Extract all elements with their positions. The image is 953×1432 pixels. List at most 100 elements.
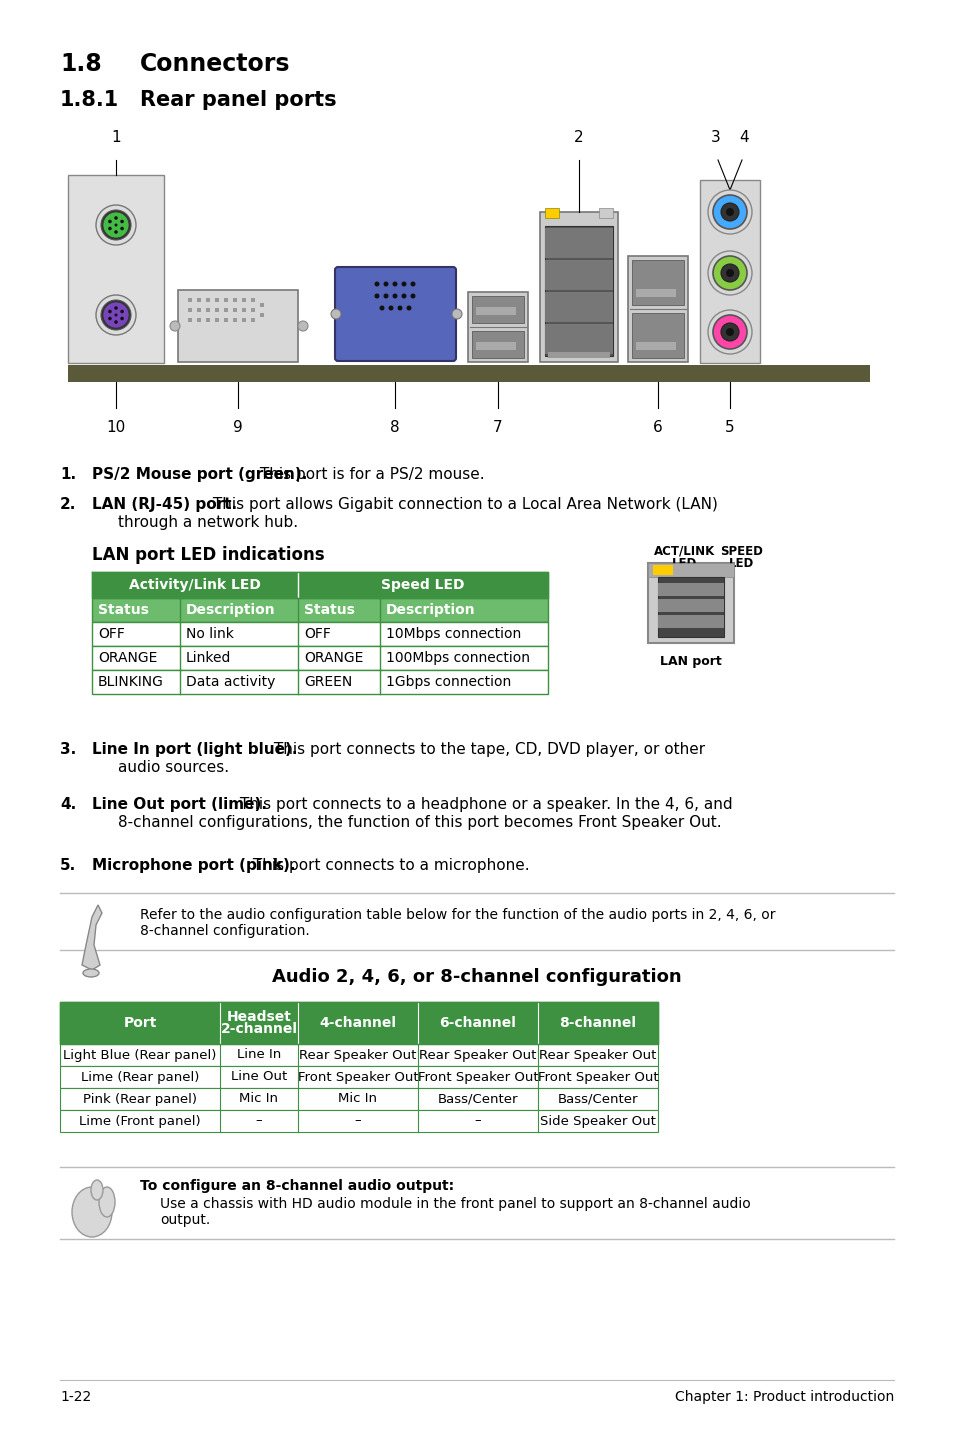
Bar bbox=[260, 314, 264, 316]
Bar bbox=[636, 289, 676, 296]
Bar bbox=[233, 298, 236, 302]
Text: 8: 8 bbox=[390, 420, 399, 435]
Bar bbox=[196, 298, 201, 302]
Text: Status: Status bbox=[98, 603, 149, 617]
Bar bbox=[224, 318, 228, 322]
Text: –: – bbox=[355, 1114, 361, 1127]
Circle shape bbox=[392, 282, 397, 286]
Bar bbox=[242, 308, 246, 312]
Text: No link: No link bbox=[186, 627, 233, 642]
Text: PS/2 Mouse port (green).: PS/2 Mouse port (green). bbox=[91, 467, 307, 483]
Circle shape bbox=[379, 305, 384, 311]
Circle shape bbox=[712, 315, 746, 349]
Circle shape bbox=[114, 321, 117, 324]
Ellipse shape bbox=[91, 1180, 103, 1200]
Bar bbox=[91, 621, 547, 646]
Text: Rear Speaker Out: Rear Speaker Out bbox=[299, 1048, 416, 1061]
Text: Microphone port (pink).: Microphone port (pink). bbox=[91, 858, 295, 874]
Bar bbox=[658, 599, 723, 611]
Circle shape bbox=[725, 208, 733, 216]
Text: Activity/Link LED: Activity/Link LED bbox=[129, 579, 261, 591]
Circle shape bbox=[383, 294, 388, 298]
Text: 2: 2 bbox=[574, 130, 583, 145]
Bar bbox=[658, 583, 723, 596]
Polygon shape bbox=[82, 905, 102, 969]
Text: OFF: OFF bbox=[98, 627, 125, 642]
Circle shape bbox=[712, 195, 746, 229]
Text: ORANGE: ORANGE bbox=[304, 652, 363, 664]
Text: Bass/Center: Bass/Center bbox=[558, 1093, 638, 1106]
Circle shape bbox=[108, 219, 112, 223]
Text: 6-channel: 6-channel bbox=[439, 1015, 516, 1030]
Circle shape bbox=[96, 205, 136, 245]
Text: Front Speaker Out: Front Speaker Out bbox=[417, 1071, 537, 1084]
Text: Light Blue (Rear panel): Light Blue (Rear panel) bbox=[63, 1048, 216, 1061]
Bar bbox=[178, 291, 297, 362]
Circle shape bbox=[707, 251, 751, 295]
Text: 10Mbps connection: 10Mbps connection bbox=[386, 627, 520, 642]
Text: This port connects to a microphone.: This port connects to a microphone. bbox=[248, 858, 530, 874]
Bar bbox=[647, 563, 733, 643]
Bar bbox=[91, 599, 547, 621]
Text: SPEED: SPEED bbox=[720, 546, 762, 558]
Text: 5.: 5. bbox=[60, 858, 76, 874]
Text: 2-channel: 2-channel bbox=[220, 1022, 297, 1035]
Text: 10: 10 bbox=[107, 420, 126, 435]
Bar bbox=[476, 306, 516, 315]
Bar bbox=[700, 180, 760, 362]
Text: 6: 6 bbox=[653, 420, 662, 435]
Text: 8-channel configurations, the function of this port becomes Front Speaker Out.: 8-channel configurations, the function o… bbox=[118, 815, 720, 831]
Circle shape bbox=[108, 226, 112, 231]
Text: –: – bbox=[255, 1114, 262, 1127]
Text: Bass/Center: Bass/Center bbox=[437, 1093, 517, 1106]
Text: Rear Speaker Out: Rear Speaker Out bbox=[419, 1048, 537, 1061]
Text: Description: Description bbox=[386, 603, 476, 617]
Bar bbox=[188, 318, 192, 322]
Bar bbox=[188, 298, 192, 302]
Bar bbox=[206, 308, 210, 312]
Text: 1.: 1. bbox=[60, 467, 76, 483]
Bar bbox=[68, 175, 164, 362]
Text: Line In: Line In bbox=[236, 1048, 281, 1061]
Bar bbox=[60, 1110, 658, 1133]
Bar bbox=[544, 292, 613, 322]
Circle shape bbox=[108, 316, 112, 321]
Text: Status: Status bbox=[304, 603, 355, 617]
Text: Audio 2, 4, 6, or 8-channel configuration: Audio 2, 4, 6, or 8-channel configuratio… bbox=[272, 968, 681, 987]
Bar bbox=[242, 298, 246, 302]
Text: Side Speaker Out: Side Speaker Out bbox=[539, 1114, 656, 1127]
Text: 7: 7 bbox=[493, 420, 502, 435]
Bar bbox=[544, 208, 558, 218]
Bar bbox=[91, 670, 547, 695]
Circle shape bbox=[103, 212, 129, 238]
Circle shape bbox=[406, 305, 411, 311]
Bar bbox=[631, 261, 683, 305]
Text: 5: 5 bbox=[724, 420, 734, 435]
Circle shape bbox=[410, 282, 416, 286]
Bar bbox=[214, 318, 219, 322]
Circle shape bbox=[120, 219, 124, 223]
Circle shape bbox=[712, 256, 746, 291]
Text: Mic In: Mic In bbox=[338, 1093, 377, 1106]
Circle shape bbox=[114, 216, 117, 219]
Circle shape bbox=[375, 294, 379, 298]
Text: BLINKING: BLINKING bbox=[98, 674, 164, 689]
Text: 4-channel: 4-channel bbox=[319, 1015, 396, 1030]
Text: This port connects to a headphone or a speaker. In the 4, 6, and: This port connects to a headphone or a s… bbox=[234, 798, 732, 812]
Text: 4: 4 bbox=[739, 130, 748, 145]
Text: Headset: Headset bbox=[226, 1010, 291, 1024]
Bar bbox=[196, 318, 201, 322]
Bar bbox=[224, 308, 228, 312]
Text: Lime (Rear panel): Lime (Rear panel) bbox=[81, 1071, 199, 1084]
Circle shape bbox=[120, 226, 124, 231]
Circle shape bbox=[114, 223, 117, 226]
Bar bbox=[647, 563, 733, 577]
Bar bbox=[196, 308, 201, 312]
Text: 1.8.1: 1.8.1 bbox=[60, 90, 119, 110]
Circle shape bbox=[401, 294, 406, 298]
Circle shape bbox=[101, 211, 131, 241]
Ellipse shape bbox=[71, 1187, 112, 1237]
Bar bbox=[544, 324, 613, 354]
Text: This port is for a PS/2 mouse.: This port is for a PS/2 mouse. bbox=[255, 467, 484, 483]
Bar bbox=[206, 318, 210, 322]
